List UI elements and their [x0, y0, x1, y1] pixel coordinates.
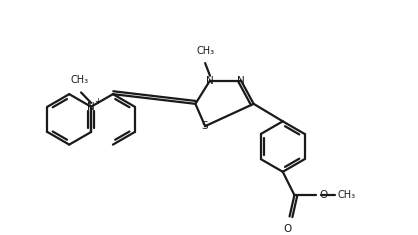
Text: S: S — [202, 121, 209, 131]
Text: N: N — [237, 76, 245, 86]
Text: N: N — [87, 102, 95, 112]
Text: O: O — [320, 190, 328, 200]
Text: CH₃: CH₃ — [196, 46, 214, 56]
Text: CH₃: CH₃ — [70, 75, 88, 85]
Text: O: O — [283, 224, 292, 234]
Text: CH₃: CH₃ — [337, 190, 355, 200]
Text: +: + — [94, 98, 101, 106]
Text: N: N — [206, 76, 214, 86]
